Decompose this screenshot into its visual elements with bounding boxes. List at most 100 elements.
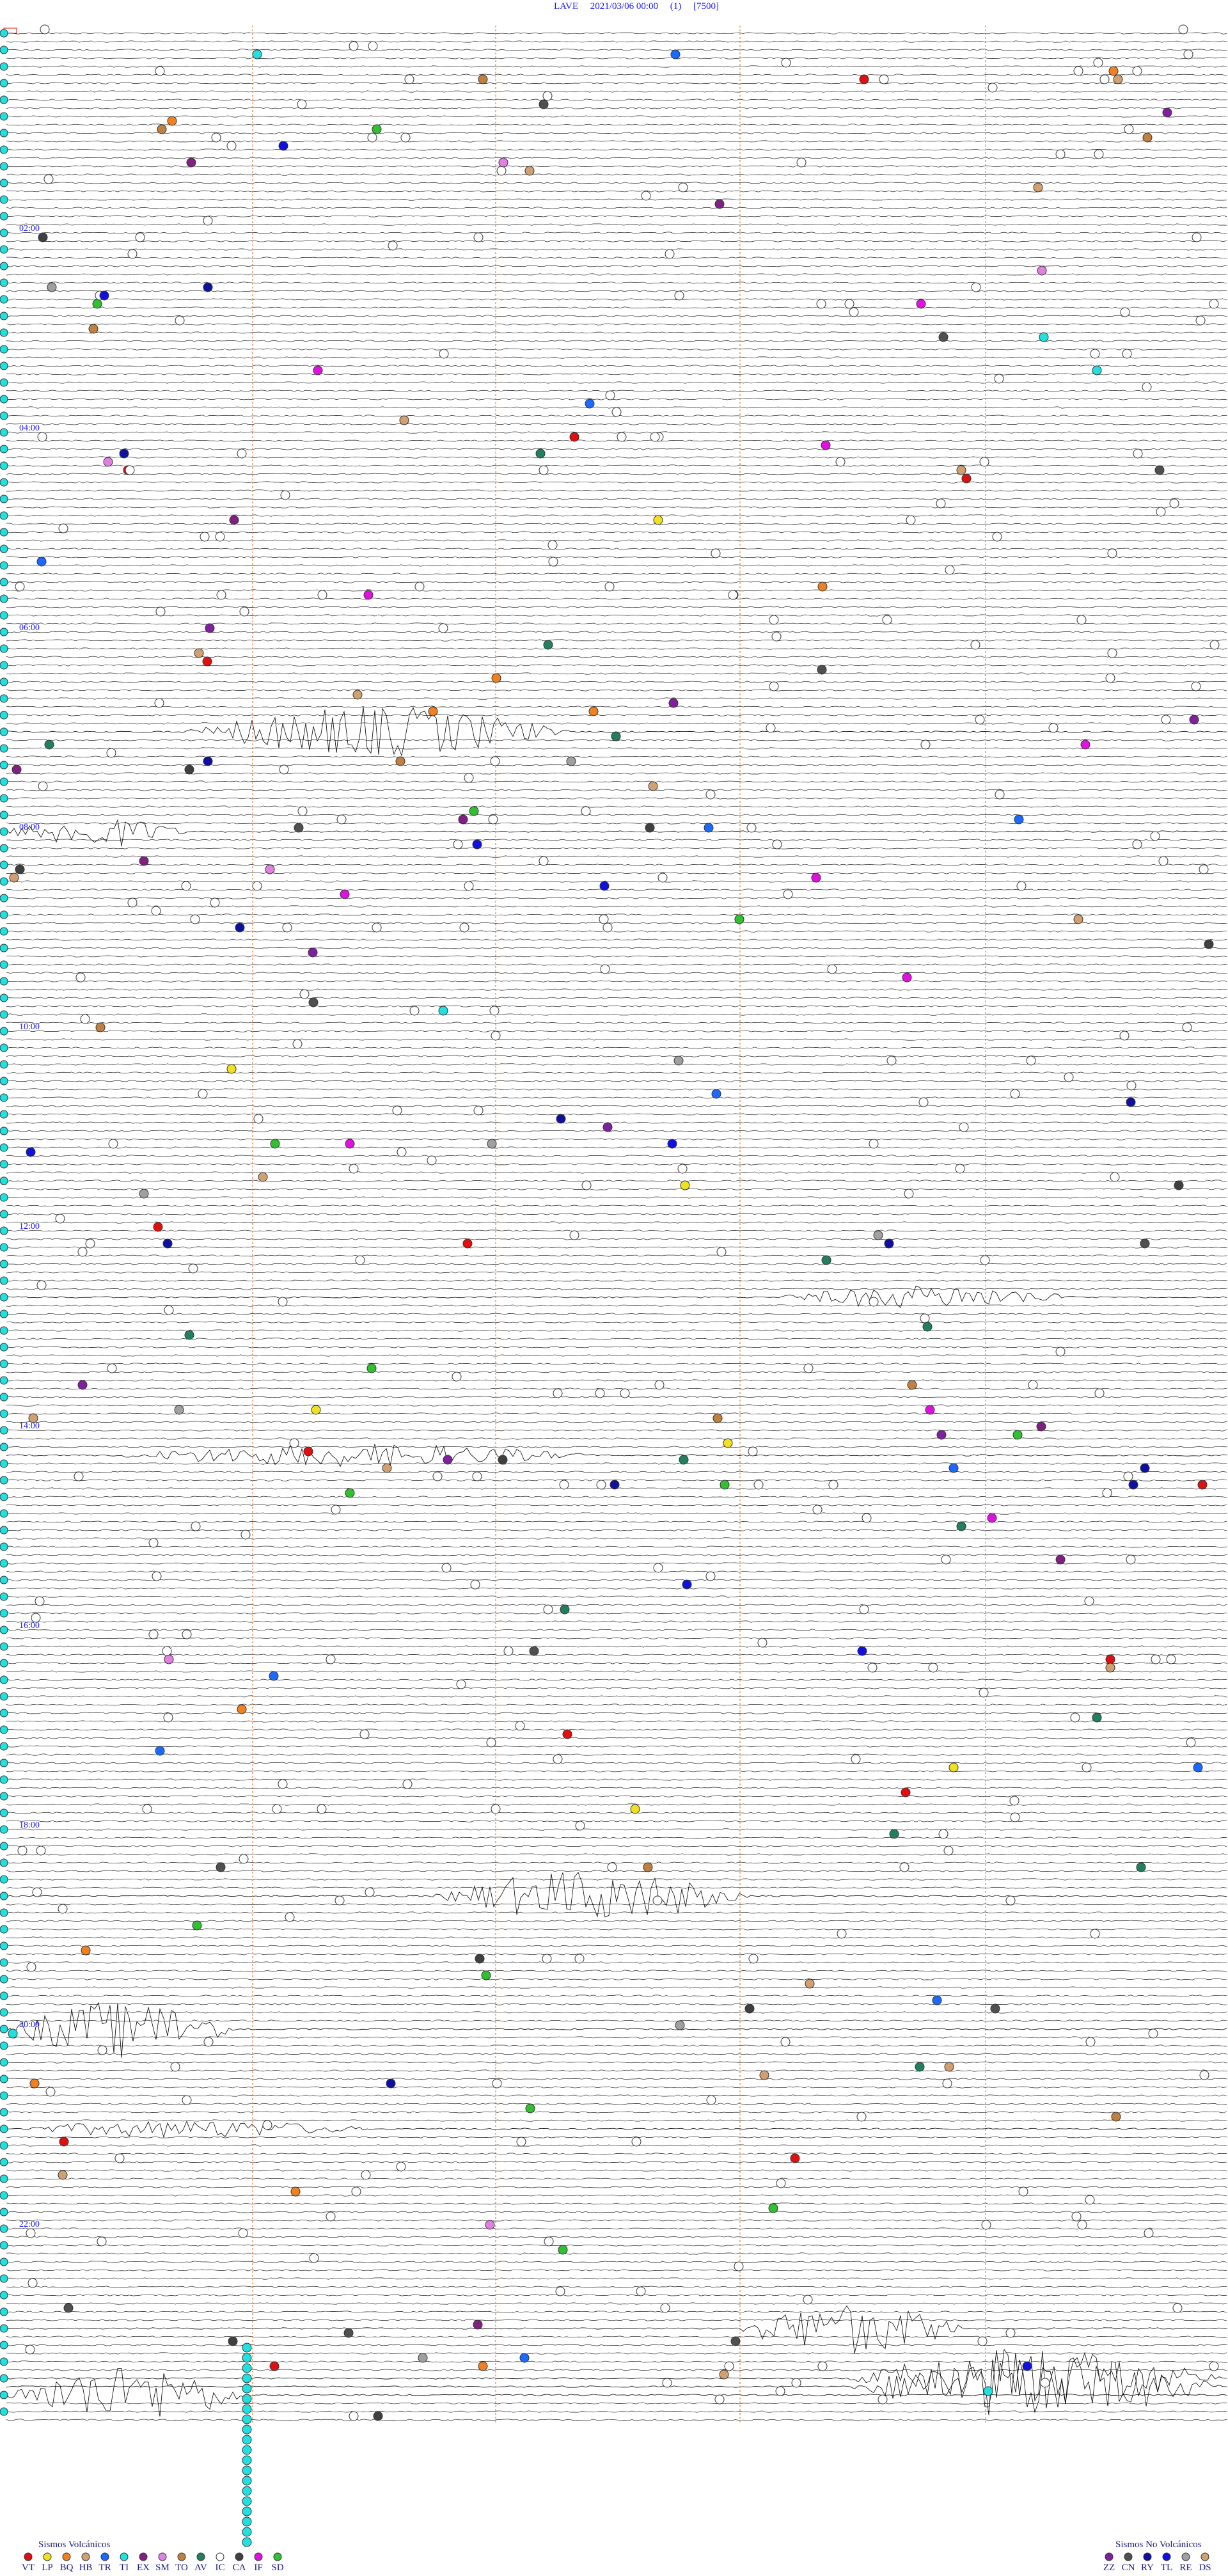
event	[365, 1887, 375, 1897]
event	[182, 1629, 192, 1640]
event	[498, 1455, 508, 1465]
event	[299, 989, 310, 999]
event	[602, 922, 613, 933]
trace	[6, 1737, 1227, 1739]
event	[0, 494, 8, 503]
event	[0, 1459, 8, 1468]
event	[38, 781, 48, 791]
event	[0, 1925, 8, 1934]
event	[827, 964, 837, 974]
event	[0, 129, 8, 138]
trace	[6, 672, 1227, 675]
event	[1094, 149, 1104, 159]
legend-swatch	[177, 2552, 186, 2561]
hour-label: 04:00	[19, 423, 40, 433]
event	[0, 1210, 8, 1219]
event	[239, 606, 249, 617]
trace	[6, 1180, 1227, 1182]
event	[543, 1604, 553, 1615]
event	[265, 864, 275, 874]
event	[1144, 2228, 1154, 2238]
event	[486, 1737, 496, 1748]
event	[0, 1642, 8, 1651]
event	[317, 1804, 327, 1814]
event	[0, 1226, 8, 1235]
trace	[6, 1654, 1227, 1656]
trace	[6, 1130, 1227, 1132]
legend-swatch	[216, 2552, 224, 2561]
event	[1172, 2303, 1183, 2313]
trace	[6, 905, 1227, 908]
event	[85, 1238, 95, 1249]
legend-code: CA	[233, 2563, 246, 2573]
event	[588, 706, 599, 716]
event	[753, 1480, 764, 1490]
trace	[6, 107, 1227, 109]
trace	[6, 1263, 1227, 1265]
trace	[6, 523, 1227, 525]
legend-code: HB	[79, 2563, 93, 2573]
event	[0, 1975, 8, 1984]
event	[473, 1105, 484, 1116]
hour-label: 08:00	[19, 823, 40, 832]
event	[345, 1139, 355, 1149]
trace	[6, 1529, 1227, 1531]
hour-label: 14:00	[19, 1421, 40, 1431]
event	[1113, 74, 1123, 84]
event	[1099, 74, 1110, 84]
hour-label: 10:00	[19, 1022, 40, 1032]
event	[154, 698, 164, 708]
event	[0, 262, 8, 271]
legend-code: DS	[1199, 2563, 1211, 2573]
event	[0, 428, 8, 437]
event	[452, 1371, 462, 1382]
trace	[6, 2153, 1227, 2155]
trace	[6, 1870, 1227, 1872]
trace	[6, 1820, 1227, 1822]
event	[599, 914, 609, 924]
event	[977, 2336, 988, 2346]
event	[396, 2161, 406, 2172]
event	[15, 864, 25, 874]
trace	[6, 1088, 1227, 1091]
event	[469, 806, 479, 816]
event	[0, 2257, 8, 2266]
event	[242, 2383, 252, 2394]
event	[349, 41, 359, 51]
trace	[6, 1920, 1227, 1922]
event	[956, 1521, 966, 1531]
event	[1107, 548, 1117, 558]
event	[1005, 2328, 1016, 2338]
event	[0, 1692, 8, 1701]
event	[386, 2078, 396, 2089]
event	[837, 1929, 847, 1939]
event	[1028, 1380, 1038, 1390]
event	[1012, 1430, 1023, 1440]
event	[650, 432, 660, 442]
event	[643, 1862, 653, 1872]
event	[181, 881, 191, 891]
trace	[6, 614, 1227, 617]
event	[326, 1654, 336, 1664]
event	[0, 1442, 8, 1451]
event	[157, 124, 167, 134]
legend: Sismos Volcánicos VT LP BQ HB TR TI EX SM TO AV IC C…	[22, 2540, 1211, 2573]
event	[242, 2486, 252, 2496]
hour-label: 22:00	[19, 2220, 40, 2229]
event	[1136, 1862, 1146, 1872]
event	[272, 1804, 282, 1814]
event	[313, 365, 323, 375]
trace	[6, 1687, 1227, 1689]
event	[270, 1139, 280, 1149]
trace	[6, 581, 1227, 583]
event	[63, 2303, 74, 2313]
event	[959, 1122, 969, 1132]
event	[1189, 715, 1199, 725]
event	[311, 1405, 321, 1415]
event	[438, 1006, 448, 1016]
event	[0, 1709, 8, 1718]
event	[77, 1247, 88, 1257]
event	[0, 1542, 8, 1551]
event	[0, 1010, 8, 1019]
event	[205, 623, 215, 633]
